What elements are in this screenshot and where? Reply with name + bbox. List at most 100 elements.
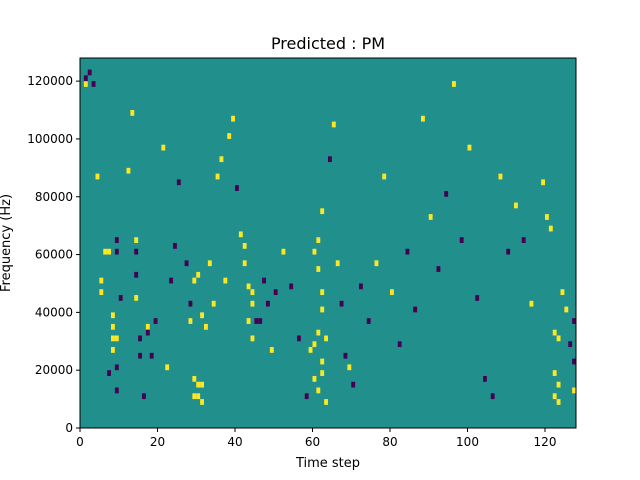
heatmap-cell [556,335,561,342]
heatmap-cell [223,277,228,284]
heatmap-cell [200,312,204,319]
heatmap-cell [316,387,321,394]
heatmap-cell [169,277,173,284]
heatmap-cell [390,289,394,296]
heatmap-cell [506,248,511,255]
heatmap-cell [192,375,197,382]
heatmap-cell [568,341,573,348]
heatmap-cell [572,387,576,394]
heatmap-cell [564,306,569,313]
y-tick-label: 120000 [27,74,73,88]
heatmap-cell [192,277,197,284]
heatmap-cell [200,381,204,388]
heatmap-cell [153,318,158,324]
x-tick-label: 60 [305,435,320,449]
heatmap-cell [196,271,201,278]
x-tick-label: 20 [150,435,165,449]
heatmap-cell [196,381,201,388]
heatmap-cell [111,347,115,353]
heatmap-cell [552,370,557,376]
heatmap-cell [145,329,150,336]
heatmap-cell [483,375,487,382]
heatmap-cells [83,69,576,405]
heatmap-cell [269,347,274,353]
heatmap-cell [397,341,402,348]
y-tick-label: 0 [65,421,73,435]
y-tick-label: 80000 [35,190,73,204]
heatmap-cell [184,260,189,267]
heatmap-cell [250,300,255,307]
x-tick-label: 40 [227,435,242,449]
heatmap-cell [250,335,255,342]
heatmap-cell [114,237,119,243]
heatmap-cell [374,260,379,267]
heatmap-cell [130,110,135,116]
x-tick-label: 120 [534,435,557,449]
heatmap-cell [413,306,418,313]
heatmap-cell [114,364,119,371]
heatmap-cell [444,190,449,197]
heatmap-cell [273,289,278,296]
heatmap-cell [331,121,336,128]
heatmap-cell [475,295,480,301]
heatmap-cell [238,231,243,238]
heatmap-cell [231,115,235,122]
y-tick-label: 100000 [27,132,73,146]
heatmap-cell [103,248,108,255]
x-axis: 0 20 40 60 80 100 120 [76,428,556,449]
heatmap-cell [328,156,332,163]
y-tick-label: 40000 [35,305,73,319]
heatmap-cell [173,243,177,249]
heatmap-cell [211,300,216,307]
heatmap-cell [560,289,565,296]
heatmap-cell [83,75,88,82]
heatmap-cell [254,318,259,324]
heatmap-cell [572,358,576,365]
heatmap-cell [196,393,201,400]
heatmap-cell [436,266,441,272]
heatmap-cell [242,260,247,267]
heatmap-cell [312,341,317,348]
heatmap-cell [366,318,371,324]
y-tick-label: 60000 [35,248,73,262]
heatmap-cell [87,69,92,76]
y-tick-label: 20000 [35,363,73,377]
heatmap-cell [134,248,139,255]
heatmap-cell [541,179,545,186]
heatmap-cell [149,352,154,359]
y-axis-label: Frequency (Hz) [0,194,14,292]
heatmap-cell [320,306,325,313]
heatmap-cell [118,295,123,301]
heatmap-cell [552,329,557,336]
heatmap-cell [514,202,518,209]
heatmap-cell [138,335,142,342]
heatmap-cell [556,399,561,405]
heatmap-cell [215,173,220,180]
heatmap-cell [521,237,526,243]
heatmap-cell [316,237,321,243]
heatmap-cell [142,393,146,400]
heatmap-cell [320,358,325,365]
heatmap-cell [246,318,251,324]
heatmap-cell [320,289,325,296]
heatmap-cell [114,335,119,342]
heatmap-cell [114,248,119,255]
x-tick-label: 80 [382,435,397,449]
heatmap-cell [161,144,166,151]
y-axis: 0 20000 40000 60000 80000 100000 120000 [27,74,80,435]
heatmap-cell [308,347,313,353]
heatmap-cell [95,173,100,180]
heatmap-cell [204,323,208,330]
heatmap-cell [134,295,139,301]
heatmap-cell [556,381,561,388]
heatmap-cell [262,277,266,284]
chart-title: Predicted : PM [271,34,385,53]
heatmap-cell [312,375,317,382]
heatmap-cell [304,393,309,400]
heatmap-cell [316,329,321,336]
heatmap-cell [219,156,224,163]
heatmap-cell [235,185,239,191]
heatmap-cell [339,300,344,307]
heatmap-cell [107,248,111,255]
heatmap-cell [176,179,181,186]
